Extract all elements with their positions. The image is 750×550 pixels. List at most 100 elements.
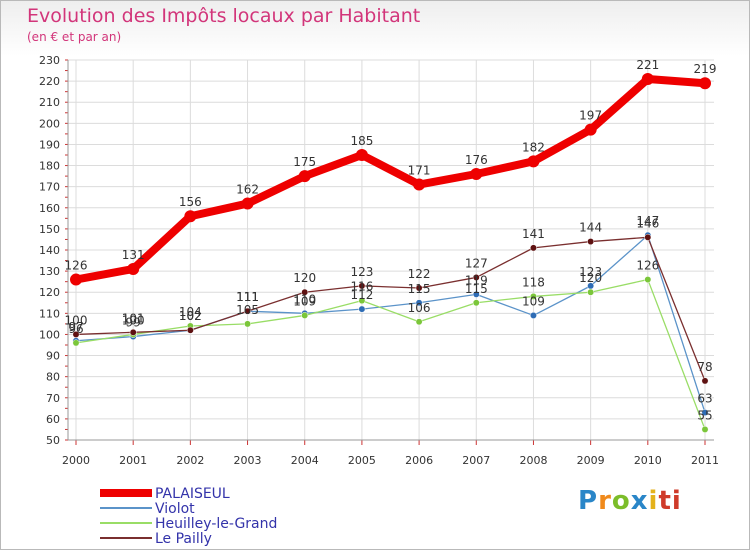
x-tick-label: 2005: [348, 454, 376, 467]
proxiti-logo: Proxiti: [578, 486, 682, 516]
data-point: [72, 339, 80, 347]
y-tick-label: 160: [39, 202, 60, 215]
x-tick-label: 2003: [234, 454, 262, 467]
data-label: 119: [465, 273, 488, 287]
x-tick-label: 2006: [405, 454, 433, 467]
y-tick-label: 50: [46, 434, 60, 447]
legend-label: PALAISEUL: [155, 486, 230, 502]
data-point: [587, 238, 595, 246]
data-label: 123: [579, 265, 602, 279]
data-label: 122: [408, 267, 431, 281]
data-label: 115: [465, 282, 488, 296]
data-point: [701, 425, 709, 433]
y-tick-label: 150: [39, 223, 60, 236]
data-label: 106: [408, 301, 431, 315]
data-point: [415, 318, 423, 326]
x-tick-label: 2009: [577, 454, 605, 467]
data-label: 175: [293, 155, 316, 169]
data-point: [301, 311, 309, 319]
y-tick-label: 60: [46, 413, 60, 426]
data-label: 131: [122, 248, 145, 262]
legend-label: Violot: [155, 501, 195, 517]
y-tick-label: 120: [39, 286, 60, 299]
data-point: [241, 197, 254, 210]
data-point: [301, 288, 309, 296]
data-label: 109: [293, 294, 316, 308]
data-point: [70, 273, 82, 286]
data-point: [413, 178, 426, 191]
y-tick-label: 180: [39, 160, 60, 173]
y-tick-label: 70: [46, 392, 60, 405]
chart-title: Evolution des Impôts locaux par Habitant: [27, 5, 421, 27]
data-label: 141: [522, 227, 545, 241]
y-tick-label: 100: [39, 328, 60, 341]
data-point: [244, 307, 251, 315]
data-point: [641, 73, 654, 85]
data-point: [701, 377, 709, 385]
data-label: 156: [179, 195, 202, 209]
data-label: 185: [350, 134, 373, 148]
y-tick-label: 200: [39, 117, 60, 130]
data-label: 219: [694, 62, 717, 76]
x-tick-label: 2008: [519, 454, 547, 467]
data-label: 144: [579, 221, 602, 235]
y-tick-label: 210: [39, 96, 60, 109]
x-tick-label: 2010: [634, 454, 662, 467]
series-line-violot: [75, 234, 706, 414]
y-tick-label: 130: [39, 265, 60, 278]
data-label: 118: [522, 275, 545, 289]
data-label: 101: [122, 311, 145, 325]
data-point: [355, 149, 368, 161]
data-label: 116: [350, 280, 373, 294]
data-label: 102: [179, 309, 202, 323]
y-tick-label: 230: [39, 54, 60, 67]
data-label: 120: [293, 271, 316, 285]
data-point: [472, 273, 480, 281]
data-label: 100: [65, 313, 88, 327]
data-label: 120: [579, 271, 602, 285]
data-label: 126: [65, 259, 88, 273]
logo-letter: P: [578, 486, 599, 516]
data-label: 111: [236, 290, 259, 304]
data-label: 126: [636, 259, 659, 273]
data-label: 171: [408, 164, 431, 178]
data-point: [358, 297, 366, 305]
data-point: [244, 320, 251, 328]
y-tick-label: 110: [39, 307, 60, 320]
x-tick-label: 2011: [691, 454, 719, 467]
logo-letter: ti: [658, 486, 682, 516]
data-label: 100: [122, 313, 145, 327]
data-label: 78: [697, 360, 712, 374]
data-point: [184, 210, 197, 223]
x-tick-label: 2000: [62, 454, 90, 467]
data-point: [186, 326, 194, 334]
data-point: [358, 305, 366, 313]
data-label: 162: [236, 183, 259, 197]
logo-letter: i: [648, 486, 659, 516]
data-label: 182: [522, 140, 545, 154]
data-label: 115: [408, 282, 431, 296]
data-label: 109: [522, 294, 545, 308]
data-label: 102: [179, 309, 202, 323]
data-point: [415, 284, 423, 292]
data-label: 104: [179, 305, 202, 319]
series-line-heuilley-le-grand: [75, 278, 706, 431]
y-tick-label: 80: [46, 371, 60, 384]
chart-subtitle: (en € et par an): [27, 30, 122, 44]
data-point: [530, 244, 537, 252]
data-point: [699, 77, 711, 90]
data-point: [358, 282, 366, 290]
y-tick-label: 220: [39, 75, 60, 88]
y-tick-label: 170: [39, 181, 60, 194]
logo-letter: x: [630, 486, 649, 516]
data-point: [584, 123, 597, 136]
x-tick-label: 2001: [119, 454, 147, 467]
data-point: [530, 311, 537, 319]
y-tick-label: 190: [39, 138, 60, 151]
x-tick-label: 2004: [291, 454, 319, 467]
data-point: [587, 288, 595, 296]
data-label: 127: [465, 256, 488, 270]
data-label: 146: [636, 216, 659, 230]
data-label: 63: [697, 392, 712, 406]
data-label: 176: [465, 153, 488, 167]
